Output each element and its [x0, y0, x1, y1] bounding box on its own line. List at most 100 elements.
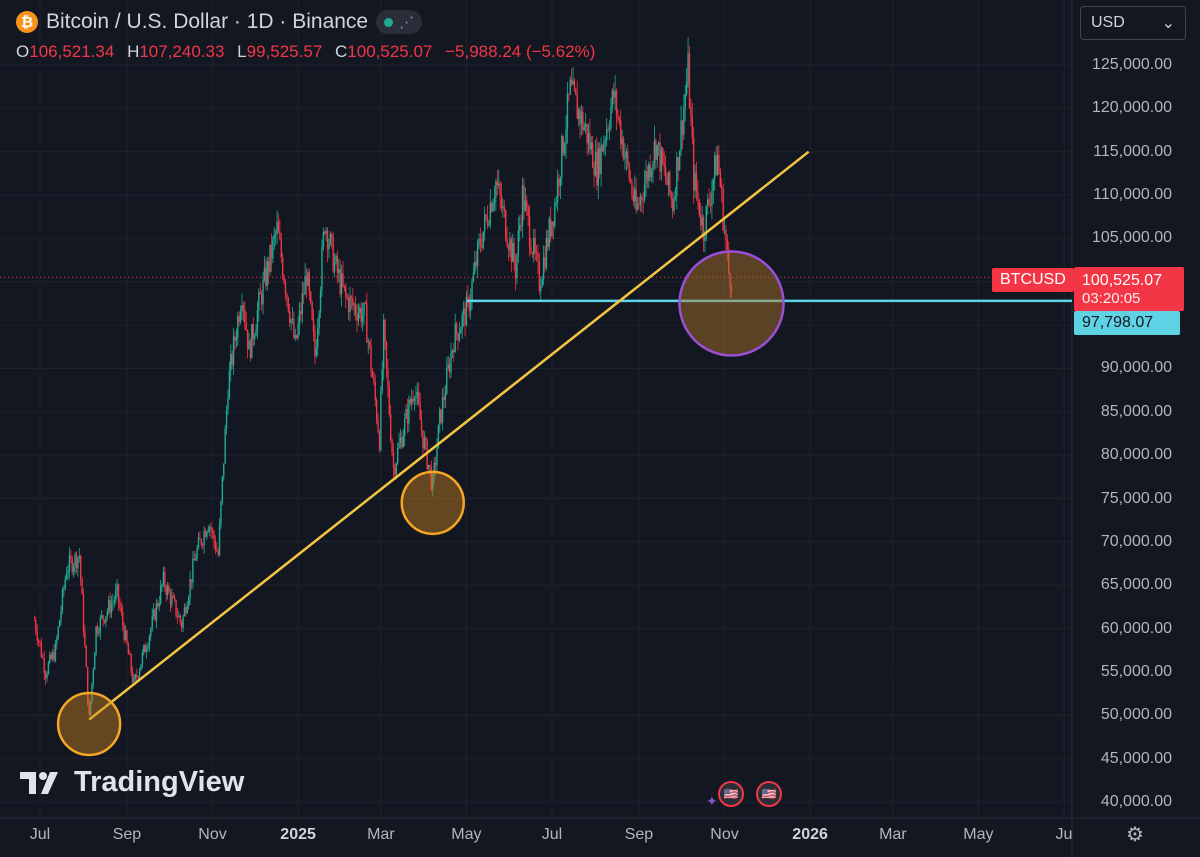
candle-body: [44, 673, 47, 679]
candle-body: [558, 178, 560, 187]
market-open-dot-icon: [384, 17, 394, 27]
trendline: [88, 150, 810, 721]
candle-body: [60, 610, 62, 621]
candle-body: [723, 229, 726, 231]
us-event-flag-icon[interactable]: 🇺🇸: [756, 781, 782, 807]
candle-body: [699, 215, 702, 226]
candle-body: [496, 181, 498, 186]
y-tick-label: 45,000.00: [1100, 749, 1172, 767]
candle-body: [109, 600, 111, 613]
candle-body: [293, 319, 295, 338]
candle-body: [186, 606, 188, 613]
candle-body: [336, 255, 339, 273]
candle-body: [361, 314, 364, 323]
candle-body: [117, 584, 120, 603]
candle-body: [468, 297, 470, 311]
currency-select[interactable]: USD ⌄: [1080, 6, 1186, 40]
candle-body: [187, 597, 190, 607]
us-event-flag-icon[interactable]: 🇺🇸: [718, 781, 744, 807]
candle-body: [432, 474, 434, 490]
y-tick-label: 40,000.00: [1100, 793, 1172, 810]
candle-body: [274, 233, 277, 235]
candle-body: [296, 335, 298, 339]
candle-body: [206, 531, 208, 537]
low-label: L: [237, 42, 247, 61]
y-tick-label: 65,000.00: [1100, 576, 1172, 594]
candle-body: [598, 148, 601, 175]
candle-body: [131, 671, 134, 682]
candle-body: [412, 398, 414, 401]
candle-body: [649, 164, 651, 178]
candle-body: [669, 171, 671, 193]
candle-body: [265, 267, 267, 286]
candle-body: [266, 261, 268, 286]
y-tick-label: 105,000.00: [1091, 229, 1172, 247]
candle-body: [648, 164, 650, 181]
candle-body: [284, 282, 287, 294]
candle-body: [71, 558, 73, 572]
candle-body: [507, 245, 510, 251]
candle-body: [404, 418, 406, 436]
candle-body: [119, 602, 121, 609]
candle-body: [461, 314, 463, 329]
candle-body: [72, 566, 75, 572]
candle-body: [678, 151, 681, 171]
x-tick-label: Sep: [112, 826, 142, 843]
candle-body: [36, 631, 38, 641]
gear-icon[interactable]: ⚙: [1126, 824, 1144, 846]
candle-body: [474, 261, 476, 273]
candle-body: [420, 420, 423, 431]
candle-body: [520, 225, 522, 226]
candle-body: [200, 539, 203, 545]
candle-body: [659, 142, 661, 172]
candle-body: [533, 237, 535, 255]
candle-body: [137, 676, 139, 678]
candle-body: [382, 319, 385, 370]
candle-body: [99, 617, 102, 633]
candle-body: [465, 296, 468, 326]
candle-body: [255, 330, 257, 337]
candle-body: [113, 600, 116, 602]
candle-body: [643, 184, 646, 201]
candle-body: [565, 129, 567, 145]
candle-body: [655, 140, 657, 160]
candle-body: [130, 654, 132, 672]
candle-body: [391, 439, 393, 453]
x-tick-label: Nov: [198, 826, 227, 843]
candle-body: [173, 597, 176, 601]
candle-body: [246, 329, 249, 350]
candle-body: [441, 396, 444, 423]
candle-body: [718, 154, 720, 171]
candle-body: [98, 632, 100, 634]
candle-body: [244, 310, 246, 323]
candle-body: [725, 229, 727, 241]
candle-body: [303, 293, 305, 295]
candle-body: [695, 172, 698, 192]
x-tick-label: May: [963, 826, 994, 843]
candle-body: [488, 224, 490, 226]
candle-body: [272, 238, 274, 259]
candle-body: [193, 558, 196, 561]
symbol-title[interactable]: Bitcoin / U.S. Dollar · 1D · Binance: [46, 10, 369, 33]
candle-body: [172, 596, 174, 598]
tradingview-logo-icon: [20, 771, 58, 794]
candle-body: [318, 312, 320, 328]
candle-body: [164, 571, 166, 588]
candle-body: [56, 638, 58, 644]
candle-body: [134, 674, 137, 679]
candle-body: [169, 592, 172, 605]
candle-body: [467, 296, 469, 298]
candle-body: [503, 206, 506, 211]
candle-body: [171, 596, 173, 605]
symbol-header[interactable]: ₿ Bitcoin / U.S. Dollar · 1D · Binance ⋰: [16, 10, 423, 34]
candle-body: [214, 540, 217, 551]
market-status-pill[interactable]: ⋰: [376, 10, 423, 34]
candle-body: [202, 544, 204, 546]
candle-body: [604, 140, 607, 143]
candle-body: [544, 257, 546, 269]
candle-body: [209, 527, 211, 529]
candle-body: [96, 626, 99, 634]
candle-body: [447, 364, 449, 369]
